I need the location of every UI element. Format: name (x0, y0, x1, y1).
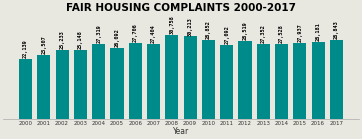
Bar (239, 41, 252, 119)
Text: 27,706: 27,706 (133, 24, 138, 42)
Text: 27,352: 27,352 (261, 25, 266, 43)
Bar (110, 48, 123, 119)
Bar (74, 50, 87, 119)
Text: 26,092: 26,092 (114, 28, 119, 47)
Bar (184, 36, 197, 119)
Text: 28,852: 28,852 (206, 21, 211, 39)
Text: 30,213: 30,213 (188, 17, 193, 36)
Bar (19, 59, 32, 119)
Title: FAIR HOUSING COMPLAINTS 2000-2017: FAIR HOUSING COMPLAINTS 2000-2017 (66, 3, 296, 13)
Bar (293, 43, 307, 119)
Bar (165, 35, 178, 119)
Text: 27,319: 27,319 (96, 25, 101, 44)
Text: 28,519: 28,519 (243, 21, 248, 40)
X-axis label: Year: Year (173, 127, 189, 136)
Bar (312, 42, 325, 119)
Bar (275, 44, 288, 119)
Bar (147, 44, 160, 119)
Text: 27,528: 27,528 (279, 24, 284, 43)
Bar (257, 44, 270, 119)
Text: 22,139: 22,139 (23, 39, 28, 58)
Bar (37, 55, 50, 119)
Text: 28,843: 28,843 (334, 21, 339, 39)
Bar (202, 40, 215, 119)
Text: 25,233: 25,233 (60, 30, 65, 49)
Text: 27,092: 27,092 (224, 25, 229, 44)
Bar (55, 50, 69, 119)
Bar (220, 45, 233, 119)
Bar (129, 43, 142, 119)
Bar (330, 40, 343, 119)
Text: 27,404: 27,404 (151, 24, 156, 43)
Bar (92, 44, 105, 119)
Text: 30,758: 30,758 (169, 15, 174, 34)
Text: 28,181: 28,181 (316, 22, 321, 41)
Text: 27,937: 27,937 (297, 23, 302, 42)
Text: 25,148: 25,148 (78, 31, 83, 49)
Text: 23,507: 23,507 (41, 35, 46, 54)
